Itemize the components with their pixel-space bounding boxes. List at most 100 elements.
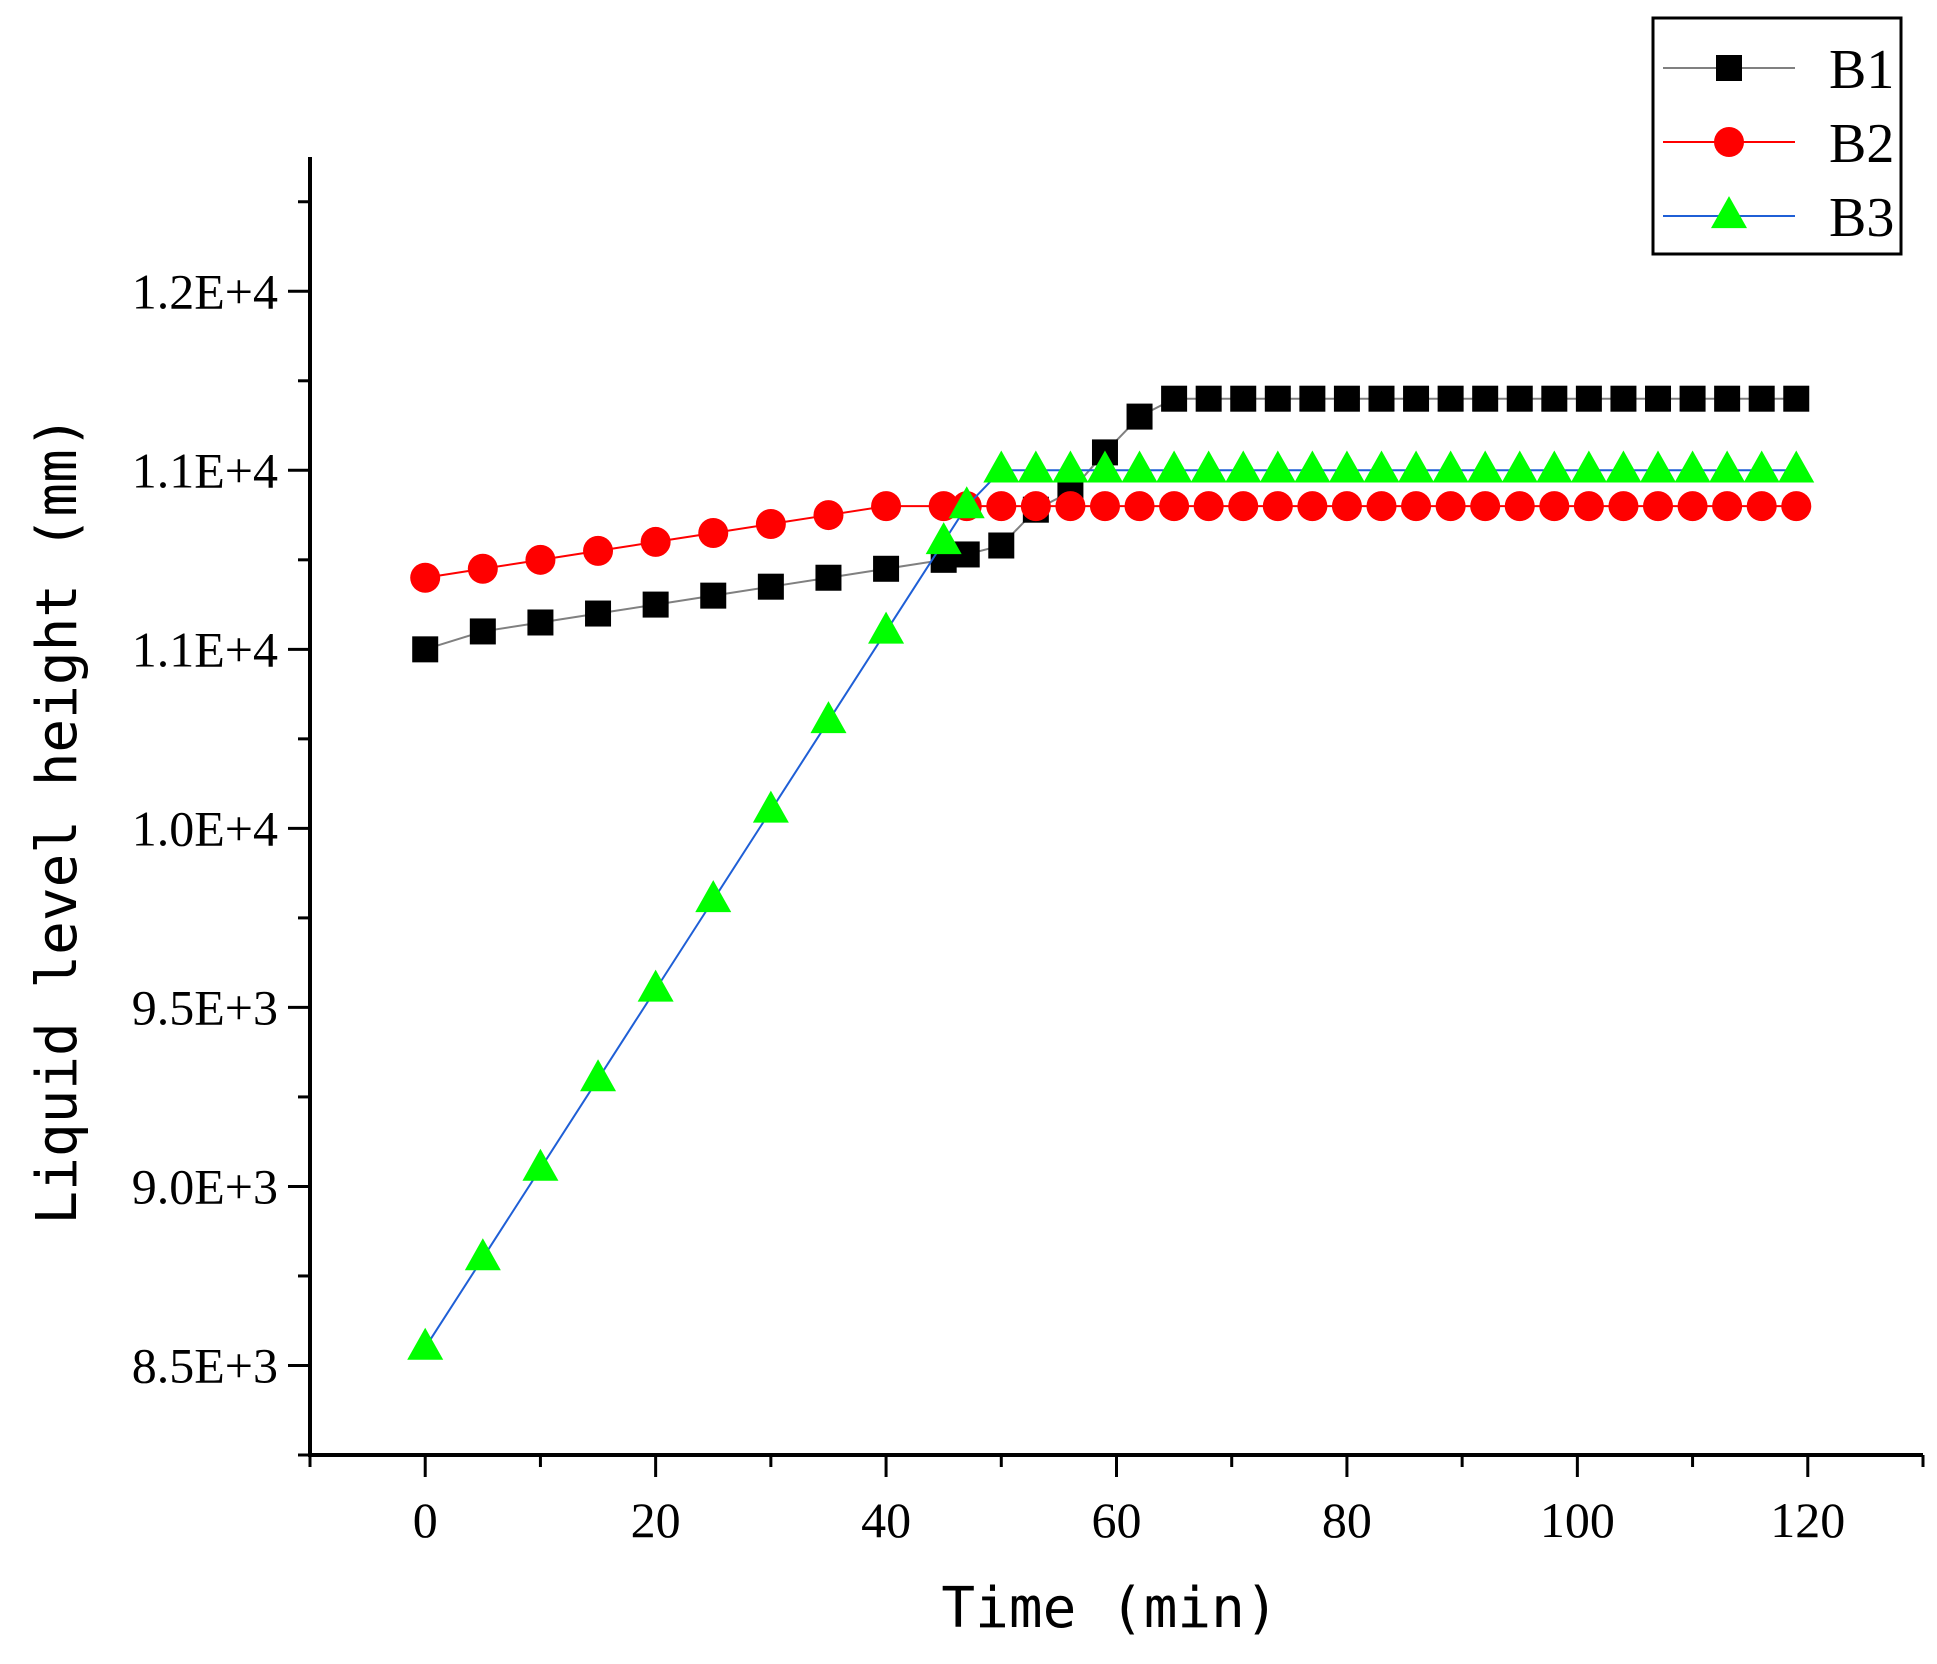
data-point-b3 — [810, 701, 847, 734]
data-point-b2 — [1297, 491, 1328, 522]
data-point-b2 — [1159, 491, 1190, 522]
legend-marker-b3 — [1711, 196, 1747, 229]
data-point-b1 — [412, 636, 439, 663]
data-point-b3 — [580, 1059, 617, 1092]
data-point-b2 — [410, 562, 441, 593]
data-point-b3 — [1605, 450, 1642, 483]
data-point-b1 — [1748, 385, 1775, 412]
x-tick-label: 100 — [1540, 1492, 1615, 1548]
data-point-b2 — [1228, 491, 1259, 522]
y-tick-label: 8.5E+3 — [132, 1337, 278, 1393]
data-point-b1 — [700, 582, 727, 609]
data-point-b1 — [1783, 385, 1810, 412]
data-point-b3 — [1328, 450, 1365, 483]
data-point-b2 — [698, 517, 729, 548]
data-point-b3 — [1501, 450, 1538, 483]
data-point-b3 — [1294, 450, 1331, 483]
data-point-b2 — [1124, 491, 1155, 522]
data-point-b1 — [1679, 385, 1706, 412]
data-point-b3 — [948, 486, 985, 519]
data-point-b3 — [695, 880, 732, 913]
data-point-b3 — [1086, 450, 1123, 483]
data-point-b3 — [1363, 450, 1400, 483]
data-point-b2 — [1643, 491, 1674, 522]
data-point-b2 — [1504, 491, 1535, 522]
data-point-b2 — [1539, 491, 1570, 522]
data-point-b2 — [871, 491, 902, 522]
data-point-b2 — [467, 553, 498, 584]
y-tick-label: 9.0E+3 — [132, 1158, 278, 1214]
data-point-b2 — [1262, 491, 1293, 522]
y-tick-label: 1.1E+4 — [132, 621, 278, 677]
legend-label-b2: B2 — [1829, 113, 1894, 175]
y-tick-label: 1.0E+4 — [132, 800, 278, 856]
data-point-b2 — [1020, 491, 1051, 522]
data-point-b3 — [1398, 450, 1435, 483]
data-point-b3 — [925, 522, 962, 555]
data-point-b1 — [585, 600, 612, 627]
data-point-b1 — [1472, 385, 1499, 412]
data-point-b3 — [752, 790, 789, 823]
data-point-b2 — [1055, 491, 1086, 522]
data-point-b2 — [755, 509, 786, 540]
data-point-b2 — [1435, 491, 1466, 522]
data-point-b1 — [1264, 385, 1291, 412]
data-point-b3 — [983, 450, 1020, 483]
plot-area — [407, 385, 1815, 1360]
data-point-b3 — [522, 1148, 559, 1181]
data-point-b3 — [1570, 450, 1607, 483]
data-point-b1 — [988, 532, 1015, 559]
data-point-b3 — [1156, 450, 1193, 483]
x-tick-label: 40 — [861, 1492, 911, 1548]
data-point-b1 — [1403, 385, 1430, 412]
data-point-b2 — [1331, 491, 1362, 522]
data-point-b1 — [757, 573, 784, 600]
x-tick-label: 120 — [1770, 1492, 1845, 1548]
data-point-b2 — [1781, 491, 1812, 522]
x-tick-label: 0 — [413, 1492, 438, 1548]
data-point-b3 — [1432, 450, 1469, 483]
x-tick-label: 80 — [1322, 1492, 1372, 1548]
data-point-b2 — [1366, 491, 1397, 522]
data-point-b2 — [1401, 491, 1432, 522]
legend-marker-b1 — [1716, 55, 1742, 81]
data-point-b1 — [527, 609, 554, 636]
data-point-b3 — [637, 969, 674, 1002]
data-point-b2 — [1746, 491, 1777, 522]
data-point-b3 — [1674, 450, 1711, 483]
legend-label-b3: B3 — [1829, 187, 1894, 249]
data-point-b3 — [1225, 450, 1262, 483]
data-point-b3 — [1190, 450, 1227, 483]
data-point-b1 — [1333, 385, 1360, 412]
data-point-b1 — [1161, 385, 1188, 412]
x-tick-label: 20 — [631, 1492, 681, 1548]
data-point-b1 — [1506, 385, 1533, 412]
data-point-b1 — [1195, 385, 1222, 412]
data-point-b2 — [928, 491, 959, 522]
y-tick-label: 1.1E+4 — [132, 442, 278, 498]
data-point-b2 — [1677, 491, 1708, 522]
data-point-b1 — [1299, 385, 1326, 412]
data-point-b1 — [873, 555, 900, 582]
data-point-b1 — [815, 564, 842, 591]
data-point-b1 — [642, 591, 669, 618]
data-point-b2 — [640, 526, 671, 557]
legend: B1 B2 B3 — [1651, 16, 1903, 256]
data-point-b1 — [1714, 385, 1741, 412]
data-point-b3 — [1259, 450, 1296, 483]
data-point-b2 — [1573, 491, 1604, 522]
data-point-b1 — [1230, 385, 1257, 412]
data-point-b1 — [1368, 385, 1395, 412]
series-line-b1 — [424, 397, 1797, 651]
y-axis-title: Liquid level height (mm) — [25, 415, 90, 1224]
data-point-b3 — [1709, 450, 1746, 483]
legend-label-b1: B1 — [1829, 39, 1894, 101]
data-point-b1 — [1126, 403, 1153, 430]
data-point-b2 — [1712, 491, 1743, 522]
data-point-b2 — [1608, 491, 1639, 522]
data-point-b1 — [1437, 385, 1464, 412]
x-tick-label: 60 — [1092, 1492, 1142, 1548]
series-line-b3 — [424, 469, 1797, 1349]
data-point-b3 — [868, 611, 905, 644]
